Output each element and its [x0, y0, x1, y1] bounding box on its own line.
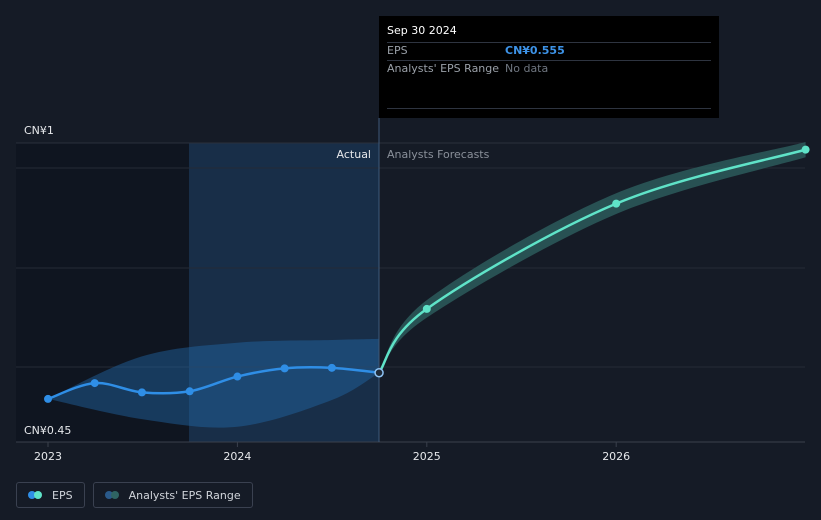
eps-point-actual[interactable]: [90, 379, 99, 388]
tooltip-date: Sep 30 2024: [387, 24, 457, 37]
y-label-bottom: CN¥0.45: [24, 424, 71, 437]
eps-point-forecast[interactable]: [801, 145, 810, 154]
label-forecast: Analysts Forecasts: [387, 148, 490, 161]
x-tick-label: 2023: [34, 450, 62, 463]
legend-eps-label: EPS: [52, 488, 73, 502]
tooltip-range-label: Analysts' EPS Range: [387, 62, 500, 75]
tooltip-eps-row: EPS CN¥0.555: [387, 42, 711, 60]
eps-legend-icon: [28, 491, 44, 499]
eps-line-forecast: [378, 148, 806, 374]
tooltip-eps-label: EPS: [387, 44, 408, 57]
tooltip-range-value: No data: [505, 62, 549, 75]
eps-point-actual[interactable]: [280, 364, 289, 373]
eps-point-forecast[interactable]: [422, 304, 431, 313]
x-tick-label: 2024: [223, 450, 251, 463]
range-band-forecast: [379, 142, 806, 373]
range-legend-icon: [104, 491, 121, 499]
x-tick-label: 2026: [602, 450, 630, 463]
eps-point-actual[interactable]: [327, 363, 336, 372]
legend: EPS Analysts' EPS Range: [16, 482, 253, 508]
eps-point-forecast[interactable]: [612, 199, 621, 208]
x-tick-label: 2025: [413, 450, 441, 463]
eps-point-current[interactable]: [374, 367, 384, 378]
legend-range-label: Analysts' EPS Range: [128, 488, 241, 502]
legend-range-toggle[interactable]: Analysts' EPS Range: [92, 482, 253, 508]
eps-point-actual[interactable]: [185, 387, 194, 396]
tooltip-eps-value: CN¥0.555: [505, 44, 565, 57]
eps-point-actual[interactable]: [233, 372, 242, 381]
tooltip-divider: [387, 108, 711, 109]
label-actual: Actual: [337, 148, 371, 161]
past-year-highlight: [189, 143, 379, 442]
tooltip-range-row: Analysts' EPS Range No data: [387, 60, 711, 78]
y-label-top: CN¥1: [24, 124, 54, 137]
hover-tooltip: Sep 30 2024 EPS CN¥0.555 Analysts' EPS R…: [379, 16, 719, 118]
legend-eps-toggle[interactable]: EPS: [16, 482, 85, 508]
eps-point-actual[interactable]: [137, 388, 146, 397]
eps-point-actual[interactable]: [44, 394, 52, 403]
